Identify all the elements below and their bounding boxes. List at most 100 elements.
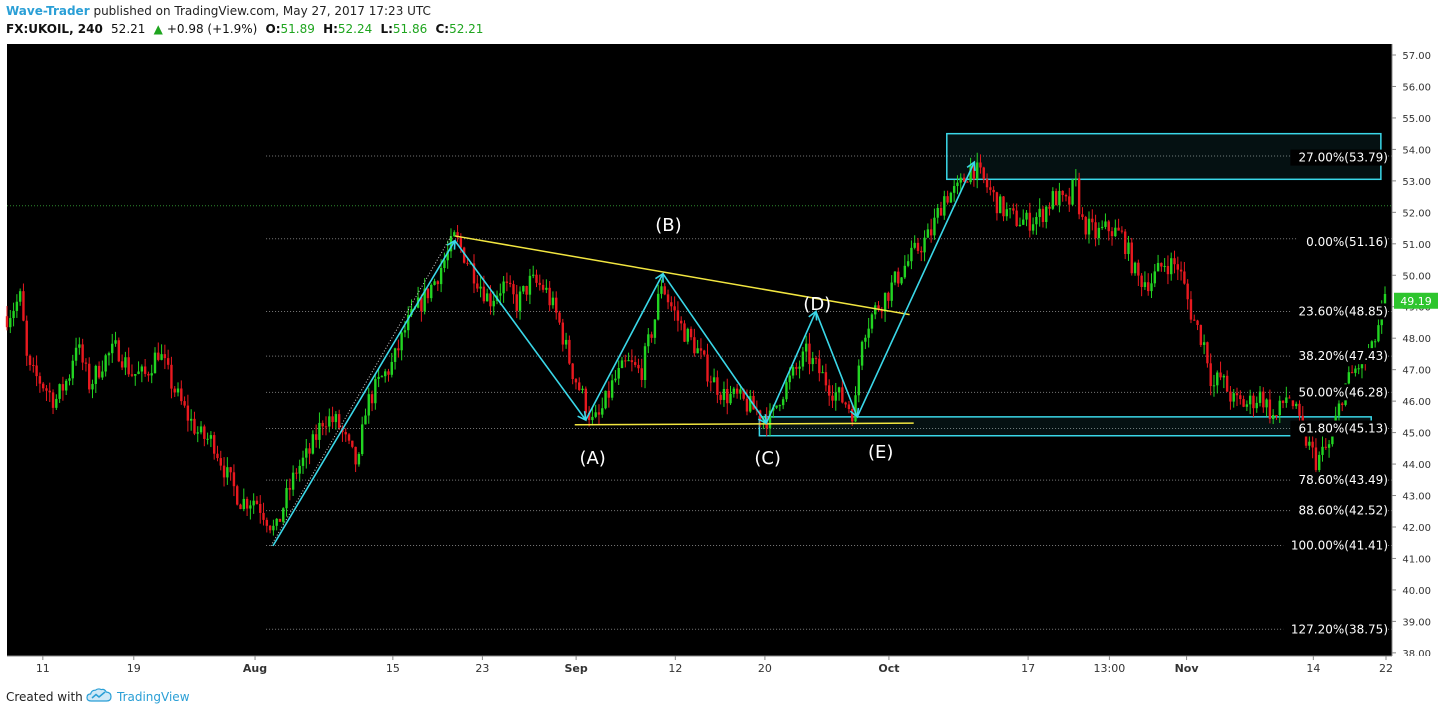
price-axis[interactable]	[1392, 44, 1440, 656]
candle-body	[798, 366, 801, 369]
candle-body	[9, 318, 12, 328]
candle	[242, 488, 245, 512]
price-chart[interactable]: (A) (B) (C) (D) (E) 27.00%(53.79) 0.00%(51.16…	[0, 44, 1440, 680]
candle	[620, 357, 624, 369]
candle	[939, 201, 943, 216]
low-label: L:	[380, 22, 393, 36]
candle	[1045, 205, 1048, 229]
candle-body	[959, 177, 962, 183]
candle-body	[900, 277, 903, 284]
candle	[255, 496, 259, 505]
candle	[837, 386, 841, 401]
candle-body	[627, 360, 630, 362]
candle	[1041, 205, 1045, 228]
candle	[114, 331, 117, 347]
candle-body	[407, 314, 410, 331]
candle	[275, 518, 278, 531]
candle	[860, 340, 864, 371]
candle	[1196, 319, 1199, 331]
candle	[887, 291, 890, 309]
candle-body	[1176, 264, 1180, 270]
author-link[interactable]: Wave-Trader	[6, 4, 90, 18]
tradingview-cloud-icon[interactable]	[86, 687, 112, 703]
candle	[1206, 341, 1209, 368]
candle-body	[1179, 269, 1183, 272]
candle-body	[206, 438, 209, 440]
candle-body	[528, 275, 532, 295]
candle	[314, 424, 318, 448]
candle	[1183, 261, 1186, 285]
trendlines	[454, 235, 914, 426]
candle-body	[193, 418, 196, 434]
high-value: 52.24	[337, 22, 373, 36]
candle	[337, 409, 341, 430]
candle-body	[913, 242, 916, 248]
candle	[1035, 212, 1038, 235]
candle	[1120, 226, 1124, 234]
candle-body	[617, 367, 620, 379]
tradingview-link[interactable]: TradingView	[117, 690, 190, 704]
candle	[104, 353, 107, 377]
candle-body	[22, 291, 25, 321]
time-tick-label: 14	[1306, 662, 1320, 675]
candle-body	[1219, 372, 1222, 378]
candle	[183, 396, 186, 408]
candle	[555, 291, 558, 320]
time-tick-label: 23	[475, 662, 489, 675]
wave-segment	[856, 161, 976, 418]
candle-body	[1235, 393, 1239, 396]
candle	[344, 428, 347, 442]
candle	[1051, 187, 1055, 211]
candle-body	[1015, 210, 1018, 226]
candle-body	[555, 297, 558, 313]
candle-body	[1038, 208, 1041, 217]
candle	[1005, 202, 1008, 221]
price-tick-label: 54.00	[1402, 145, 1431, 156]
candle-body	[78, 344, 81, 348]
candle-body	[1199, 325, 1203, 345]
candle-body	[949, 192, 953, 203]
candle	[1193, 314, 1196, 321]
candle	[716, 370, 719, 404]
candle	[153, 347, 157, 374]
candle-body	[1196, 320, 1199, 326]
candle	[1222, 374, 1226, 389]
candle	[568, 335, 571, 365]
last-price: 52.21	[111, 22, 146, 36]
candle-body	[347, 434, 351, 441]
candle	[699, 338, 703, 360]
candle-body	[199, 426, 203, 433]
candle	[999, 194, 1002, 214]
candle-body	[242, 498, 245, 510]
candle	[61, 376, 65, 401]
candle-body	[966, 181, 969, 183]
candle-body	[1156, 262, 1160, 272]
candle-body	[680, 320, 683, 324]
candle-body	[252, 500, 255, 506]
candle	[1064, 193, 1068, 202]
fib-labels: 27.00%(53.79) 0.00%(51.16) 23.60%(48.85) 38…	[1283, 149, 1388, 638]
candle	[703, 349, 706, 357]
candle-body	[459, 237, 463, 248]
candle	[1170, 252, 1173, 281]
candle-body	[1245, 404, 1249, 407]
candle	[798, 360, 801, 379]
candle-body	[426, 288, 430, 299]
time-axis[interactable]	[0, 656, 1440, 680]
plot-area[interactable]	[7, 44, 1392, 656]
candle	[101, 360, 104, 380]
candle	[1311, 435, 1314, 459]
candle	[558, 310, 561, 325]
candle-body	[1025, 212, 1028, 220]
candle-body	[752, 395, 755, 410]
candle	[157, 342, 160, 362]
candle	[966, 180, 969, 183]
candle	[374, 372, 377, 410]
wave-segment	[585, 273, 664, 421]
candle	[176, 382, 180, 397]
candle-body	[1239, 395, 1242, 400]
candle-body	[203, 426, 206, 439]
symbol-label[interactable]: FX:UKOIL, 240	[6, 22, 103, 36]
candle	[1054, 188, 1058, 206]
candle	[140, 364, 144, 383]
